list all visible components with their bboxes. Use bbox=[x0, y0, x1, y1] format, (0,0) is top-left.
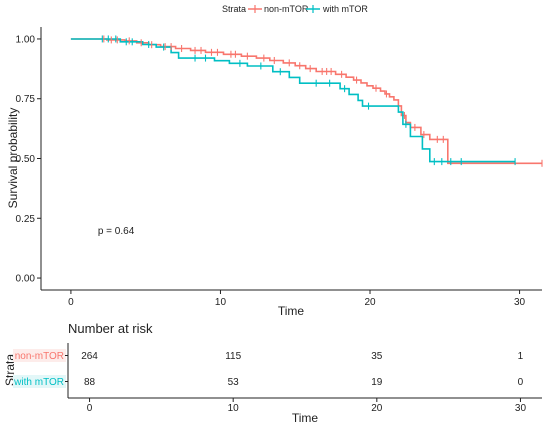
survival-curve-non-mtor bbox=[70, 38, 542, 165]
risk-row-label-non-mtor: non-mTOR bbox=[15, 351, 64, 362]
risk-cell: 0 bbox=[518, 377, 524, 388]
risk-x-tick-label: 10 bbox=[228, 403, 240, 414]
censor-marks bbox=[101, 35, 543, 167]
y-tick-label: 0.75 bbox=[16, 94, 36, 105]
y-tick-label: 0.25 bbox=[16, 214, 36, 225]
x-tick-label: 10 bbox=[215, 297, 227, 308]
p-value-annotation: p = 0.64 bbox=[98, 226, 135, 237]
legend: Strata non-mTOR with mTOR bbox=[222, 4, 368, 14]
risk-label-bg-non-mtor bbox=[13, 349, 66, 362]
x-tick-label: 0 bbox=[68, 297, 74, 308]
risk-label-bg-with-mtor bbox=[13, 375, 66, 388]
risk-cell: 88 bbox=[84, 377, 96, 388]
risk-cell: 19 bbox=[371, 377, 383, 388]
risk-x-tick-label: 20 bbox=[371, 403, 383, 414]
risk-cells: 264 115 35 1 88 53 19 0 bbox=[65, 351, 524, 388]
risk-x-tick-label: 0 bbox=[87, 403, 93, 414]
risk-table: Number at risk Strata non-mTOR with mTOR… bbox=[3, 321, 542, 425]
legend-label-non-mtor: non-mTOR bbox=[264, 4, 309, 14]
survival-curve-with-mtor bbox=[70, 38, 516, 163]
risk-cell: 1 bbox=[518, 351, 524, 362]
y-axis-title: Survival probability bbox=[6, 108, 20, 209]
risk-cell: 35 bbox=[371, 351, 383, 362]
y-tick-label: 0.50 bbox=[16, 154, 36, 165]
risk-cell: 264 bbox=[81, 351, 98, 362]
risk-x-ticks: 0 10 20 30 bbox=[87, 398, 527, 414]
risk-table-title: Number at risk bbox=[68, 321, 153, 336]
risk-cell: 115 bbox=[225, 351, 241, 362]
main-plot: 0 10 20 30 0.00 0.25 0.50 0.75 1.00 Time Surviva… bbox=[6, 27, 543, 318]
survival-curves bbox=[70, 38, 542, 165]
risk-x-tick-label: 30 bbox=[515, 403, 527, 414]
y-tick-label: 0.00 bbox=[16, 274, 36, 285]
risk-row-label-with-mtor: with mTOR bbox=[13, 377, 64, 388]
x-axis-title: Time bbox=[278, 304, 305, 318]
risk-x-axis-title: Time bbox=[292, 411, 319, 425]
risk-cell: 53 bbox=[228, 377, 240, 388]
axis-ticks: 0 10 20 30 0.00 0.25 0.50 0.75 1.00 bbox=[16, 34, 526, 308]
y-tick-label: 1.00 bbox=[16, 34, 36, 45]
x-tick-label: 30 bbox=[514, 297, 526, 308]
legend-title: Strata bbox=[222, 4, 246, 14]
x-tick-label: 20 bbox=[364, 297, 376, 308]
legend-label-with-mtor: with mTOR bbox=[322, 4, 368, 14]
